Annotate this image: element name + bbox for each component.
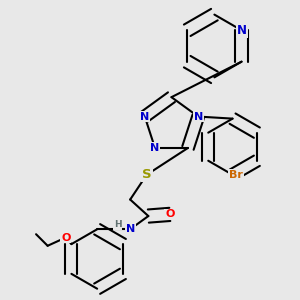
Text: O: O	[61, 232, 70, 242]
Text: S: S	[142, 168, 152, 181]
Text: N: N	[140, 112, 149, 122]
Text: N: N	[150, 143, 160, 153]
Text: N: N	[126, 224, 135, 234]
Text: N: N	[194, 112, 203, 122]
Text: O: O	[165, 209, 175, 219]
Text: H: H	[114, 220, 122, 229]
Text: Br: Br	[229, 170, 243, 180]
Text: N: N	[237, 24, 247, 37]
